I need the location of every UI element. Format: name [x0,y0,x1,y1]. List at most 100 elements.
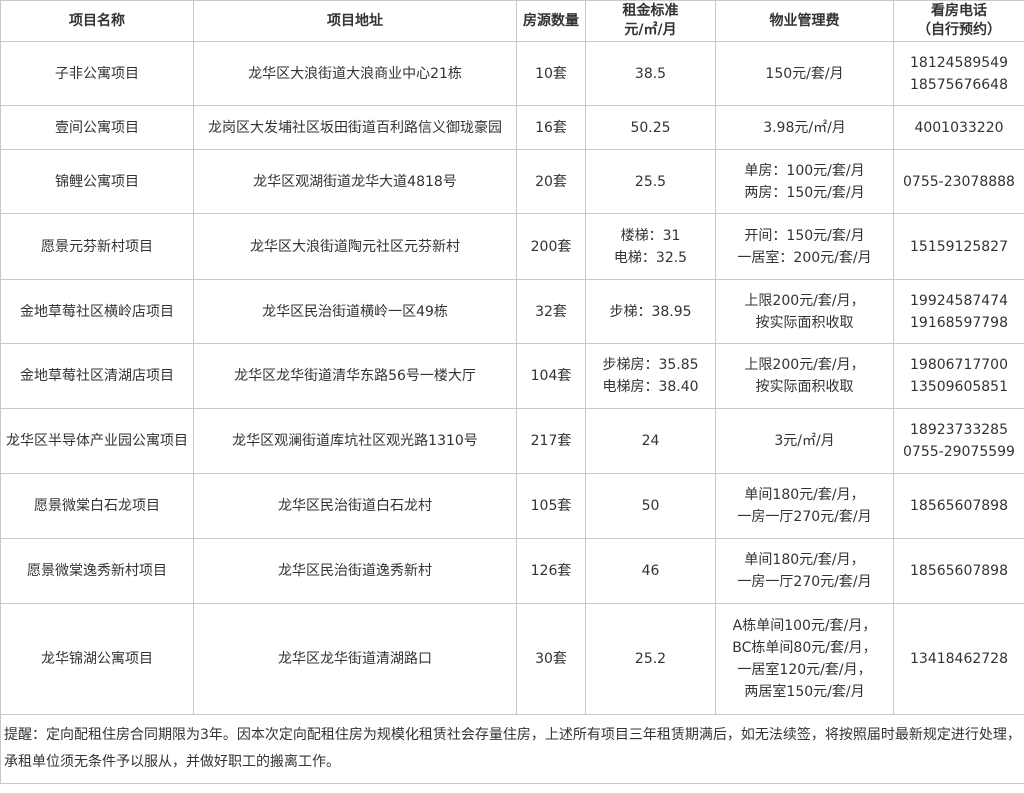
table-row: 愿景元芬新村项目 龙华区大浪街道陶元社区元芬新村 200套 楼梯：31 电梯：32.5 开… [0,213,1024,280]
viewing-phone-line: 18565607898 [910,498,1008,514]
rent-standard-line: 24 [641,433,660,449]
viewing-phone: 19806717700 13509605851 [893,343,1024,409]
project-address: 龙华区龙华街道清华东路56号一楼大厅 [193,343,517,409]
rent-standard-line: 步梯房：35.85 [602,357,699,373]
rent-standard-line: 电梯房：38.40 [602,379,699,395]
header-line: 租金标准 [622,3,679,19]
rent-standard-line: 50.25 [630,119,671,136]
property-fee-line: 150元/套/月 [765,65,844,82]
viewing-phone-line: 13509605851 [910,379,1008,395]
unit-count: 20套 [516,149,586,214]
property-fee-line: A栋单间100元/套/月， [732,618,877,634]
property-fee: 上限200元/套/月， 按实际面积收取 [715,279,894,344]
header-property-fee: 物业管理费 [715,0,894,42]
unit-count: 217套 [516,408,586,474]
viewing-phone: 0755-23078888 [893,149,1024,214]
rent-standard: 50 [585,473,716,539]
project-address: 龙华区观湖街道龙华大道4818号 [193,149,517,214]
viewing-phone-line: 13418462728 [910,651,1008,667]
project-name: 愿景元芬新村项目 [0,213,194,280]
rent-standard: 46 [585,538,716,604]
project-address: 龙华区大浪街道大浪商业中心21栋 [193,41,517,106]
property-fee-line: 按实际面积收取 [755,314,854,331]
table-row: 锦鲤公寓项目 龙华区观湖街道龙华大道4818号 20套 25.5 单房：100元/套/月… [0,149,1024,214]
rent-standard: 25.2 [585,603,716,715]
header-line: 元/㎡/月 [624,22,677,38]
rent-standard: 步梯：38.95 [585,279,716,344]
viewing-phone-line: 19806717700 [910,357,1008,373]
property-fee: 开间：150元/套/月 一居室：200元/套/月 [715,213,894,280]
viewing-phone-line: 18124589549 [910,54,1008,71]
note-row: 提醒：定向配租住房合同期限为3年。因本次定向配租住房为规模化租赁社会存量住房，上… [0,714,1024,784]
property-fee-line: 单房：100元/套/月 [744,162,865,179]
property-fee-line: 一房一厅270元/套/月 [737,509,872,525]
property-fee-line: 单间180元/套/月， [744,487,865,503]
project-name: 锦鲤公寓项目 [0,149,194,214]
viewing-phone-line: 4001033220 [914,119,1004,136]
property-fee: 上限200元/套/月， 按实际面积收取 [715,343,894,409]
table-row: 子非公寓项目 龙华区大浪街道大浪商业中心21栋 10套 38.5 150元/套/月 181… [0,41,1024,106]
table-row: 愿景微棠白石龙项目 龙华区民治街道白石龙村 105套 50 单间180元/套/月， 一房一… [0,473,1024,539]
property-fee: 单间180元/套/月， 一房一厅270元/套/月 [715,538,894,604]
viewing-phone: 18565607898 [893,473,1024,539]
property-fee: 3元/㎡/月 [715,408,894,474]
viewing-phone: 18124589549 18575676648 [893,41,1024,106]
viewing-phone-line: 19924587474 [910,292,1008,309]
rent-standard-line: 25.5 [634,173,667,190]
viewing-phone: 19924587474 19168597798 [893,279,1024,344]
project-name: 愿景微棠白石龙项目 [0,473,194,539]
unit-count: 200套 [516,213,586,280]
viewing-phone: 13418462728 [893,603,1024,715]
rent-standard-line: 38.5 [634,65,667,82]
header-phone: 看房电话 （自行预约） [893,0,1024,42]
property-fee-line: 两居室150元/套/月 [744,684,865,700]
property-fee: 单房：100元/套/月 两房：150元/套/月 [715,149,894,214]
project-name: 愿景微棠逸秀新村项目 [0,538,194,604]
viewing-phone-line: 18575676648 [910,76,1008,93]
unit-count: 16套 [516,105,586,150]
property-fee-line: 3.98元/㎡/月 [763,119,846,136]
header-unit-count: 房源数量 [516,0,586,42]
viewing-phone-line: 15159125827 [910,238,1008,255]
rent-standard: 步梯房：35.85 电梯房：38.40 [585,343,716,409]
project-name: 金地草莓社区清湖店项目 [0,343,194,409]
table-row: 愿景微棠逸秀新村项目 龙华区民治街道逸秀新村 126套 46 单间180元/套/月， 一房… [0,538,1024,604]
table-row: 龙华锦湖公寓项目 龙华区龙华街道清湖路口 30套 25.2 A栋单间100元/套/月， B… [0,603,1024,715]
property-fee-line: 开间：150元/套/月 [744,227,865,244]
viewing-phone-line: 0755-29075599 [903,444,1015,460]
rent-standard-line: 电梯：32.5 [613,249,688,266]
project-name: 龙华锦湖公寓项目 [0,603,194,715]
viewing-phone: 18923733285 0755-29075599 [893,408,1024,474]
property-fee-line: 两房：150元/套/月 [744,184,865,201]
project-name: 金地草莓社区横岭店项目 [0,279,194,344]
table-row: 龙华区半导体产业园公寓项目 龙华区观澜街道库坑社区观光路1310号 217套 24 3元… [0,408,1024,474]
viewing-phone-line: 18923733285 [910,422,1008,438]
property-fee-line: 按实际面积收取 [755,379,854,395]
project-address: 龙华区观澜街道库坑社区观光路1310号 [193,408,517,474]
property-fee-line: 单间180元/套/月， [744,552,865,568]
unit-count: 30套 [516,603,586,715]
property-fee-line: 一房一厅270元/套/月 [737,574,872,590]
viewing-phone: 15159125827 [893,213,1024,280]
header-address: 项目地址 [193,0,517,42]
viewing-phone: 18565607898 [893,538,1024,604]
project-address: 龙华区大浪街道陶元社区元芬新村 [193,213,517,280]
header-rent: 租金标准元/㎡/月 [585,0,716,42]
rent-standard-line: 46 [641,563,660,579]
reminder-note: 提醒：定向配租住房合同期限为3年。因本次定向配租住房为规模化租赁社会存量住房，上… [0,714,1024,784]
property-fee: 150元/套/月 [715,41,894,106]
property-fee: A栋单间100元/套/月， BC栋单间80元/套/月， 一居室120元/套/月， 两居… [715,603,894,715]
unit-count: 10套 [516,41,586,106]
project-address: 龙华区龙华街道清湖路口 [193,603,517,715]
viewing-phone-line: 19168597798 [910,314,1008,331]
viewing-phone-line: 18565607898 [910,563,1008,579]
project-name: 壹间公寓项目 [0,105,194,150]
table-row: 金地草莓社区横岭店项目 龙华区民治街道横岭一区49栋 32套 步梯：38.95 上限20… [0,279,1024,344]
unit-count: 126套 [516,538,586,604]
property-fee-line: 3元/㎡/月 [774,433,835,449]
rent-standard: 50.25 [585,105,716,150]
rent-standard: 24 [585,408,716,474]
unit-count: 32套 [516,279,586,344]
viewing-phone-line: 0755-23078888 [903,173,1015,190]
